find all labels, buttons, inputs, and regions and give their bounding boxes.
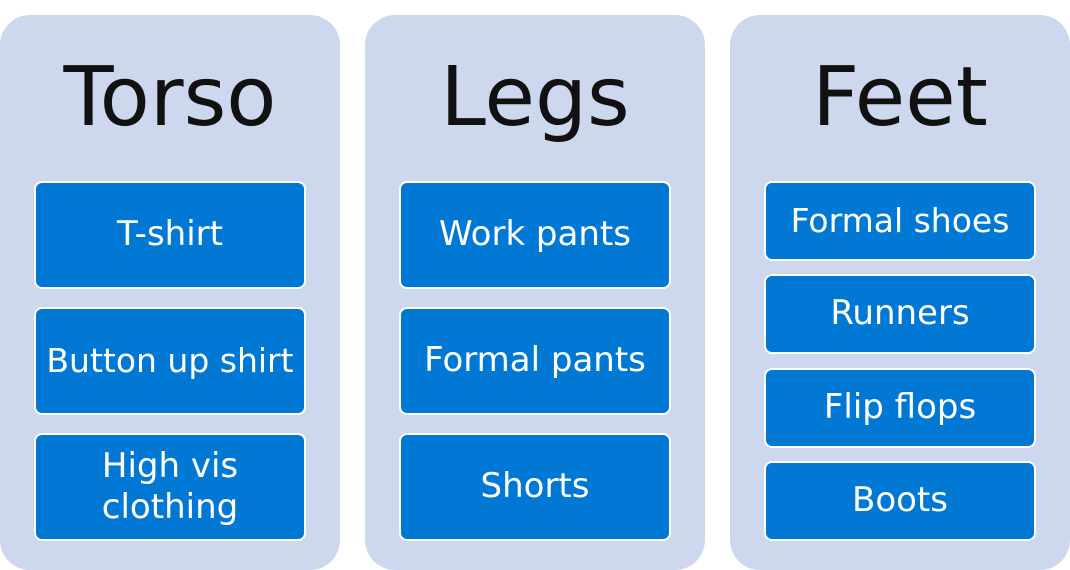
torso-item-label: T-shirt xyxy=(117,214,223,255)
torso-item-high-vis-clothing: High vis clothing xyxy=(34,433,306,541)
feet-item-label: Runners xyxy=(830,293,970,334)
legs-item-label: Formal pants xyxy=(424,340,646,381)
torso-title: Torso xyxy=(63,50,277,145)
feet-item-label: Formal shoes xyxy=(790,200,1010,240)
legs-item-work-pants: Work pants xyxy=(399,181,671,289)
torso-item-t-shirt: T-shirt xyxy=(34,181,306,289)
torso-item-button-up-shirt: Button up shirt xyxy=(34,307,306,415)
legs-item-label: Work pants xyxy=(439,214,631,255)
feet-item-boots: Boots xyxy=(764,461,1036,541)
legs-group: Legs Work pants Formal pants Shorts xyxy=(365,15,705,570)
feet-item-runners: Runners xyxy=(764,274,1036,354)
legs-item-shorts: Shorts xyxy=(399,433,671,541)
torso-group: Torso T-shirt Button up shirt High vis c… xyxy=(0,15,340,570)
legs-item-label: Shorts xyxy=(480,466,590,507)
feet-item-formal-shoes: Formal shoes xyxy=(764,181,1036,261)
torso-item-label: High vis clothing xyxy=(101,445,239,527)
feet-item-flip-flops: Flip flops xyxy=(764,368,1036,448)
legs-item-formal-pants: Formal pants xyxy=(399,307,671,415)
feet-title: Feet xyxy=(812,50,988,145)
feet-group: Feet Formal shoes Runners Flip flops Boo… xyxy=(730,15,1070,570)
legs-title: Legs xyxy=(440,50,630,145)
torso-item-label: Button up shirt xyxy=(46,340,294,380)
feet-item-label: Boots xyxy=(852,480,948,521)
feet-item-label: Flip flops xyxy=(823,387,977,428)
